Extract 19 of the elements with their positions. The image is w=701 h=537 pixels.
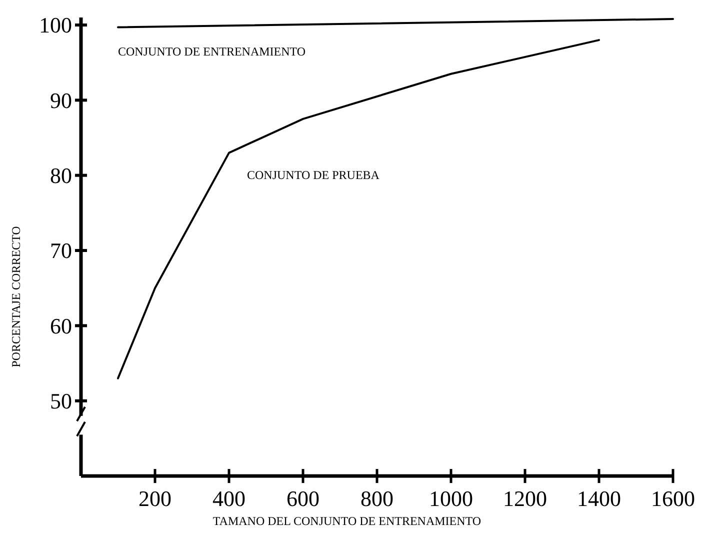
x-tick-label: 1600 (651, 486, 695, 511)
x-tick-label: 600 (286, 486, 320, 511)
series-label: CONJUNTO DE ENTRENAMIENTO (118, 44, 306, 58)
y-tick-label: 90 (50, 88, 72, 113)
y-axis-title: PORCENTAJE CORRECTO (9, 226, 23, 368)
line-series (117, 39, 600, 380)
y-tick-label: 70 (50, 238, 72, 264)
y-tick-label: 80 (50, 163, 72, 188)
x-tick-label: 1400 (577, 486, 621, 511)
y-tick-label: 50 (50, 388, 72, 414)
x-axis-title: TAMANO DEL CONJUNTO DE ENTRENAMIENTO (212, 514, 482, 528)
x-tick-label: 1200 (503, 486, 547, 511)
series-label: CONJUNTO DE PRUEBA (247, 168, 380, 182)
x-tick-label: 200 (138, 486, 172, 511)
y-tick-label: 60 (50, 313, 72, 338)
x-tick-label: 400 (212, 486, 246, 511)
x-tick-label: 800 (360, 486, 394, 511)
y-tick-label: 100 (39, 12, 72, 38)
x-tick-label: 1000 (429, 486, 473, 511)
